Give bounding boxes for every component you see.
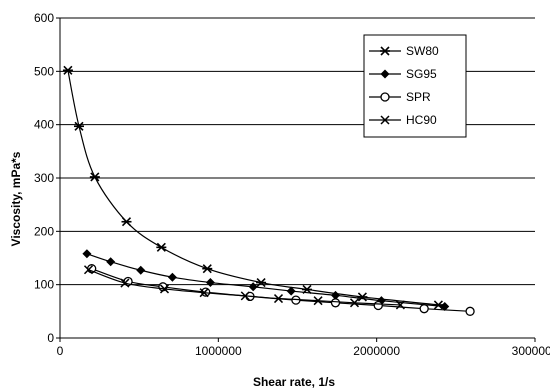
data-point-hc90 <box>120 278 130 288</box>
x-tick-label: 3000000 <box>512 344 550 358</box>
series-line-hc90 <box>88 269 401 306</box>
data-point-sg95 <box>286 286 296 296</box>
data-point-sg95 <box>331 290 340 300</box>
legend-label-sw80: SW80 <box>406 44 439 58</box>
x-axis-title: Shear rate, 1/s <box>253 375 335 389</box>
data-point-sg95 <box>106 257 116 267</box>
data-point-hc90 <box>199 288 209 298</box>
data-point-hc90 <box>240 291 250 301</box>
legend-label-sg95: SG95 <box>406 67 437 81</box>
data-point-sw80 <box>156 242 167 252</box>
data-point-hc90 <box>159 284 170 294</box>
series-sg95 <box>82 249 450 312</box>
data-point-sw80 <box>256 277 267 288</box>
data-point-spr <box>330 298 341 308</box>
data-point-hc90 <box>349 298 360 308</box>
axes <box>56 17 536 342</box>
legend-label-hc90: HC90 <box>406 113 437 127</box>
legend-item-sg95: SG95 <box>369 67 437 81</box>
grid-lines <box>60 17 535 286</box>
tick-labels: 0 100 200 300 400 500 600 0 1000000 2000000 300000… <box>34 11 550 358</box>
y-axis-title: Viscosity, mPa*s <box>9 151 23 246</box>
data-point-sw80 <box>433 300 444 310</box>
y-tick-label: 200 <box>34 224 54 238</box>
data-point-sw80 <box>202 264 213 274</box>
data-point-sw80 <box>62 65 73 75</box>
data-point-sw80 <box>74 121 84 131</box>
data-point-spr <box>373 300 383 311</box>
legend-marker-hc90 <box>380 115 390 125</box>
y-tick-label: 300 <box>34 171 54 185</box>
legend-marker-sw80 <box>380 46 390 56</box>
series-sw80 <box>62 65 444 310</box>
data-point-sw80 <box>89 172 100 182</box>
data-point-hc90 <box>313 296 323 306</box>
data-point-sg95 <box>205 278 215 288</box>
data-point-sg95 <box>82 249 92 259</box>
series-line-sg95 <box>86 253 445 308</box>
legend-item-hc90: HC90 <box>369 113 437 127</box>
data-point-sg95 <box>167 272 177 282</box>
y-tick-label: 100 <box>34 278 54 292</box>
y-tick-label: 400 <box>34 118 54 132</box>
data-point-sw80 <box>357 292 368 302</box>
data-point-spr <box>465 306 475 316</box>
y-tick-label: 600 <box>34 11 54 25</box>
data-point-sw80 <box>121 217 132 227</box>
data-point-hc90 <box>395 300 405 310</box>
series-layer <box>62 65 475 316</box>
data-point-hc90 <box>273 294 284 304</box>
data-point-sg95 <box>248 282 258 292</box>
x-tick-label: 0 <box>57 344 64 358</box>
legend-marker-spr <box>380 92 390 102</box>
x-tick-label: 1000000 <box>195 344 242 358</box>
data-point-sg95 <box>136 265 146 275</box>
data-point-hc90 <box>83 265 94 275</box>
data-point-spr <box>419 304 429 314</box>
series-hc90 <box>83 265 405 310</box>
legend-item-sw80: SW80 <box>369 44 439 58</box>
legend-item-spr: SPR <box>369 90 431 104</box>
y-tick-label: 500 <box>34 64 54 78</box>
legend-label-spr: SPR <box>406 90 431 104</box>
x-tick-label: 2000000 <box>353 344 400 358</box>
data-point-sg95 <box>440 302 450 312</box>
legend-marker-sg95 <box>380 69 390 79</box>
y-tick-label: 0 <box>47 331 54 345</box>
legend: SW80 SG95 SPR HC90 <box>363 34 467 138</box>
